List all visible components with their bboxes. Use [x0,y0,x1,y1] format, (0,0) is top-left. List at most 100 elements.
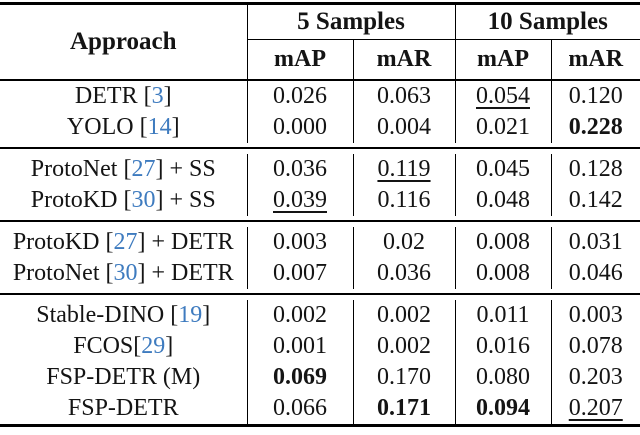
metric-value-cell: 0.128 [550,154,640,185]
metric-value-cell: 0.116 [352,185,455,216]
metric-value: 0.170 [377,364,431,390]
col-header-mar-5: mAR [352,39,455,81]
approach-label-suffix: ] [165,333,174,359]
approach-cell: FSP-DETR [0,393,247,426]
metric-value: 0.046 [568,260,623,286]
metric-value: 0.021 [476,114,530,140]
metric-value-cell: 0.054 [454,80,551,112]
citation-link[interactable]: 27 [131,156,156,182]
metric-value-cell: 0.02 [352,227,455,258]
metric-value: 0.016 [476,333,530,359]
metric-value: 0.128 [568,156,623,182]
metric-value-cell: 0.080 [454,362,551,393]
approach-label-suffix: ] [202,302,211,328]
approach-label: ProtoKD [ [30,187,132,213]
citation-link[interactable]: 30 [113,260,138,286]
metric-value-cell: 0.036 [352,258,455,289]
metric-value: 0.066 [273,395,327,421]
metric-value: 0.003 [568,302,623,328]
metric-value: 0.045 [476,156,530,182]
metric-value-cell: 0.008 [454,258,551,289]
metric-value-cell: 0.207 [550,393,640,426]
citation-link[interactable]: 29 [141,333,166,359]
metric-value: 0.116 [377,187,431,213]
col-header-mar-10: mAR [550,39,640,81]
metric-value: 0.142 [568,187,623,213]
table-row: FSP-DETR (M) 0.069 0.170 0.080 0.203 [0,362,640,393]
metric-value-cell: 0.001 [246,331,353,362]
metric-value-cell: 0.045 [454,154,551,185]
metric-value-cell: 0.228 [550,112,640,143]
metric-value: 0.008 [476,229,530,255]
table-row: FSP-DETR 0.066 0.171 0.094 0.207 [0,393,640,426]
approach-cell: ProtoKD [30] + SS [0,185,247,216]
approach-label-suffix: ] + SS [155,156,216,182]
table-row: ProtoKD [27] + DETR 0.003 0.02 0.008 0.031 [0,227,640,258]
metric-value-cell: 0.002 [246,300,353,331]
approach-cell: Stable-DINO [19] [0,300,247,331]
col-header-map-5: mAP [246,39,353,81]
metric-value-cell: 0.008 [454,227,551,258]
results-table: Approach 5 Samples 10 Samples mAP mAR mAP m… [0,2,640,427]
metric-value-cell: 0.171 [352,393,455,426]
metric-value: 0.036 [273,156,327,182]
metric-value-cell: 0.021 [454,112,551,143]
metric-value: 0.094 [476,395,530,421]
metric-value: 0.039 [273,187,327,213]
approach-label: ProtoKD [ [12,229,114,255]
approach-label-suffix: ] [163,83,172,109]
metric-value: 0.228 [568,114,623,140]
metric-value-cell: 0.120 [550,80,640,112]
metric-value-cell: 0.142 [550,185,640,216]
metric-value-cell: 0.063 [352,80,455,112]
citation-link[interactable]: 14 [147,114,172,140]
col-group-10-samples: 10 Samples [454,3,640,40]
metric-value: 0.001 [273,333,327,359]
metric-value-cell: 0.039 [246,185,353,216]
metric-value-cell: 0.026 [246,80,353,112]
metric-value: 0.002 [273,302,327,328]
metric-value-cell: 0.016 [454,331,551,362]
metric-value-cell: 0.002 [352,300,455,331]
citation-link[interactable]: 19 [178,302,203,328]
metric-value: 0.080 [476,364,530,390]
metric-value: 0.026 [273,83,327,109]
metric-value-cell: 0.066 [246,393,353,426]
approach-label: YOLO [ [66,114,148,140]
approach-cell: FCOS[29] [0,331,247,362]
citation-link[interactable]: 3 [151,83,164,109]
table-row: ProtoNet [27] + SS 0.036 0.119 0.045 0.128 [0,154,640,185]
approach-label: ProtoNet [ [12,260,114,286]
metric-value: 0.171 [377,395,431,421]
table-row: ProtoKD [30] + SS 0.039 0.116 0.048 0.142 [0,185,640,216]
metric-value: 0.02 [383,229,425,255]
approach-label-suffix: ] [171,114,180,140]
metric-value-cell: 0.004 [352,112,455,143]
col-group-5-samples: 5 Samples [247,3,455,40]
table-row: Stable-DINO [19] 0.002 0.002 0.011 0.003 [0,300,640,331]
metric-value: 0.002 [377,302,431,328]
citation-link[interactable]: 30 [131,187,156,213]
metric-value-cell: 0.119 [352,154,455,185]
metric-value-cell: 0.094 [454,393,551,426]
metric-value: 0.008 [476,260,530,286]
metric-value: 0.203 [568,364,623,390]
metric-value: 0.036 [377,260,431,286]
metric-value-cell: 0.078 [550,331,640,362]
metric-value-cell: 0.003 [550,300,640,331]
metric-value: 0.063 [377,83,431,109]
approach-label-suffix: ] + DETR [137,260,234,286]
metric-value-cell: 0.048 [454,185,551,216]
metric-value-cell: 0.170 [352,362,455,393]
metric-value-cell: 0.007 [246,258,353,289]
metric-value: 0.003 [273,229,327,255]
approach-label: FSP-DETR (M) [46,364,201,390]
metric-value: 0.002 [377,333,431,359]
metric-value: 0.119 [377,156,431,182]
citation-link[interactable]: 27 [113,229,138,255]
metric-value-cell: 0.000 [246,112,353,143]
metric-value: 0.011 [476,302,530,328]
table-header: Approach 5 Samples 10 Samples mAP mAR mAP m… [0,3,640,81]
metric-value-cell: 0.031 [550,227,640,258]
